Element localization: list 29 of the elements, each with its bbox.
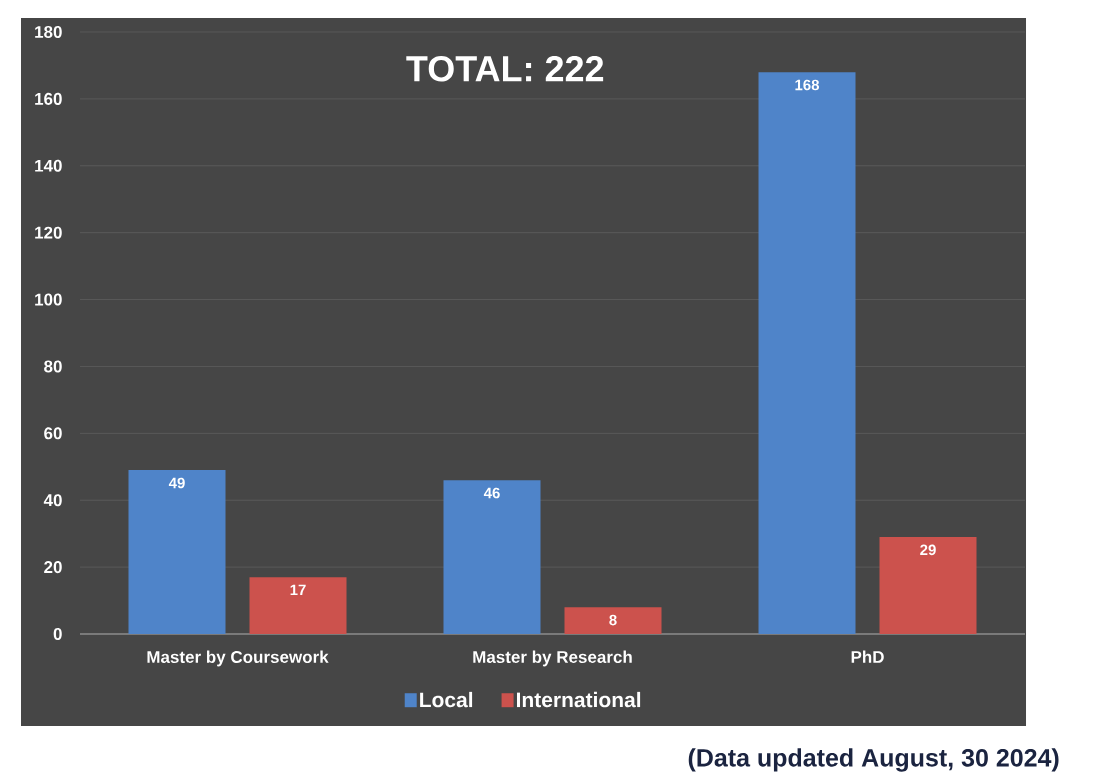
x-tick-label: Master by Research — [473, 650, 632, 667]
bar — [879, 537, 977, 634]
x-tick-label: PhD — [851, 650, 884, 663]
y-tick-label: 180 — [35, 25, 62, 39]
y-tick-label: 160 — [35, 92, 62, 105]
bar — [443, 480, 541, 634]
data-label: 8 — [609, 614, 617, 626]
y-tick-label: 20 — [44, 561, 62, 574]
data-label: 29 — [920, 544, 936, 556]
text: TOTAL: 222 — [406, 56, 604, 82]
bar — [758, 72, 856, 634]
legend-label: Local — [420, 691, 473, 708]
data-label: 46 — [483, 487, 500, 499]
bar — [249, 577, 347, 634]
bar — [564, 607, 662, 634]
y-tick-label: 100 — [35, 293, 62, 306]
data-label: 49 — [168, 477, 185, 489]
text: (Data updated August, 30 2024) — [688, 748, 1059, 772]
x-tick-label: Master by Coursework — [147, 650, 329, 667]
y-tick-label: 120 — [35, 226, 62, 239]
bar — [128, 470, 226, 634]
data-label: 17 — [290, 584, 306, 595]
y-tick-label: 0 — [53, 627, 62, 641]
y-tick-label: 80 — [44, 360, 62, 373]
legend-label: International — [516, 691, 641, 708]
data-label: 168 — [795, 79, 820, 91]
y-tick-label: 140 — [35, 159, 62, 172]
y-tick-label: 40 — [43, 494, 62, 507]
y-tick-label: 60 — [44, 427, 62, 440]
